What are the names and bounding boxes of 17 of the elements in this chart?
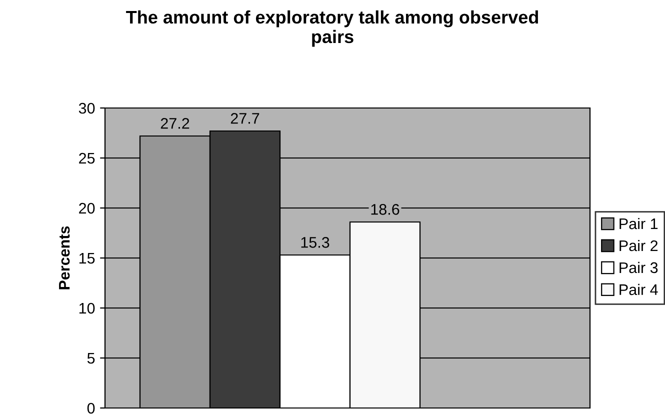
chart-title: The amount of exploratory talk among observed pairs bbox=[126, 10, 538, 47]
y-axis-title: Percents bbox=[59, 226, 70, 290]
y-tick-label: 15 bbox=[79, 253, 95, 264]
y-tick-label: 30 bbox=[78, 102, 95, 114]
data-label: 27.2 bbox=[160, 118, 190, 129]
legend-label: Pair 3 bbox=[620, 262, 658, 274]
y-tick-label: 0 bbox=[87, 402, 95, 414]
legend-label: Pair 4 bbox=[620, 284, 658, 296]
y-tick-label: 20 bbox=[79, 202, 95, 214]
legend-label: Pair 1 bbox=[620, 218, 658, 230]
legend-label: Pair 2 bbox=[620, 240, 658, 252]
data-label: 18.6 bbox=[371, 204, 400, 215]
y-tick-label: 5 bbox=[87, 353, 95, 364]
y-tick-label: 10 bbox=[79, 302, 95, 314]
y-tick-label: 25 bbox=[79, 152, 95, 164]
data-label: 15.3 bbox=[301, 236, 330, 248]
data-label: 27.7 bbox=[230, 112, 260, 124]
